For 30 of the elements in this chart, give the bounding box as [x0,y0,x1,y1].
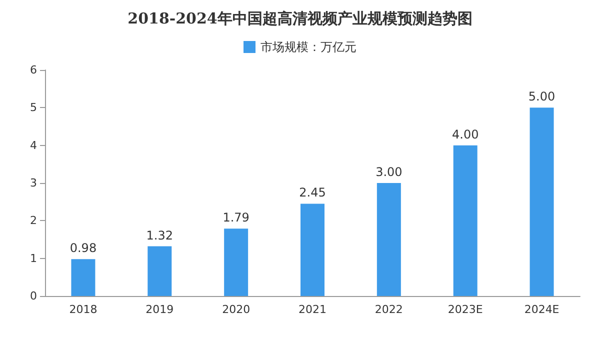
y-tick-label: 0 [30,290,37,302]
text: 2.45 [299,186,326,200]
bar [376,183,401,296]
y-tick-label: 1 [30,252,37,265]
x-tick-label: 2022 [374,303,403,316]
y-tick-label: 5 [30,101,37,114]
x-tick-label: 2020 [222,303,250,316]
y-tick-label: 6 [30,64,37,76]
y-tick-label: 2 [30,214,37,228]
text: 5.00 [528,90,556,104]
x-tick-label: 2024E [524,303,560,316]
y-tick-label: 4 [30,138,37,152]
x-tick-label: 2019 [146,303,174,316]
x-tick-label: 2018 [69,303,98,316]
y-tick-label: 3 [30,176,37,190]
bar [71,259,96,296]
bar [224,228,248,296]
bar [300,204,324,296]
text: 1.32 [146,228,173,242]
bar [530,108,554,296]
bar [453,145,478,296]
text: 3.00 [376,165,402,179]
x-tick-label: 2023E [448,303,483,316]
text: 1.79 [222,210,250,225]
text: 4.00 [452,127,479,142]
bar [148,246,172,296]
chart-title: 2018-2024年中国超高清视频产业规模预测趋势图 [128,10,472,28]
x-tick-label: 2021 [298,303,326,316]
legend-label: 市场规模：万亿元 [260,40,356,54]
text: 0.98 [70,241,97,256]
